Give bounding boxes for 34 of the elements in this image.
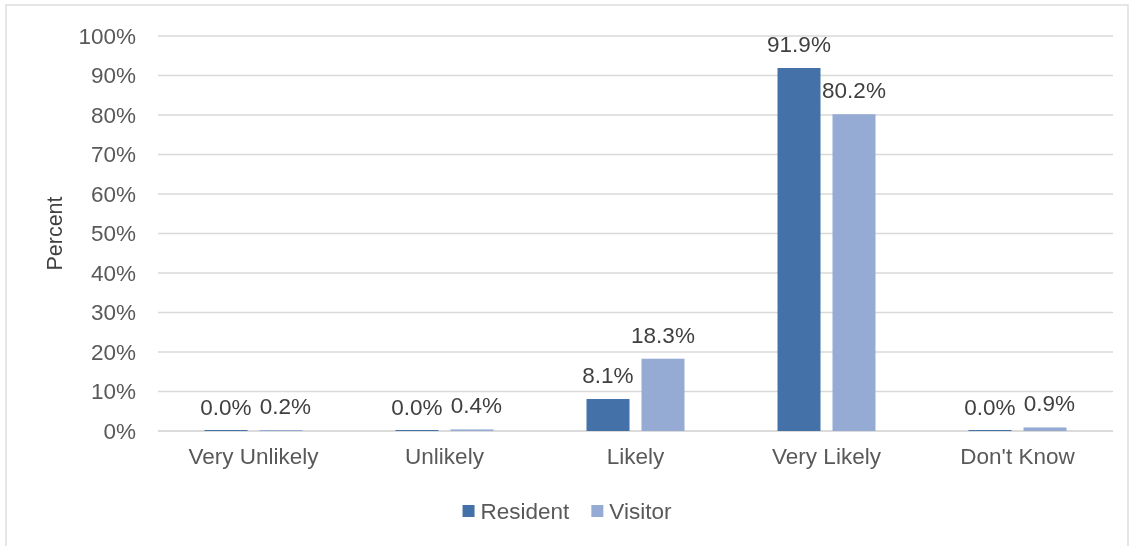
data-label: 0.0%: [964, 395, 1016, 420]
y-tick-label: 30%: [90, 300, 136, 326]
y-tick-label: 0%: [103, 418, 136, 444]
y-tick-label: 80%: [90, 102, 136, 128]
y-tick-label: 100%: [78, 23, 136, 49]
y-tick-label: 40%: [90, 260, 136, 286]
y-tick-label: 10%: [90, 379, 136, 405]
y-tick-label: 60%: [90, 181, 136, 207]
data-label: 0.0%: [391, 395, 443, 420]
x-tick-label: Unlikely: [405, 443, 485, 469]
legend-label: Visitor: [609, 499, 672, 524]
bar: [832, 114, 876, 431]
x-tick-label: Likely: [606, 443, 666, 469]
y-axis-title: Percent: [43, 196, 67, 271]
y-tick-label: 90%: [90, 63, 136, 89]
data-label: 8.1%: [582, 363, 634, 389]
y-tick-label: 70%: [90, 142, 136, 168]
x-tick-label: Very Likely: [772, 443, 882, 469]
data-label: 80.2%: [822, 78, 886, 104]
bar: [777, 68, 821, 431]
bar: [586, 399, 630, 431]
data-label: 0.0%: [200, 395, 252, 420]
y-tick-label: 50%: [90, 221, 136, 247]
y-tick-label: 20%: [90, 339, 136, 365]
data-label: 18.3%: [631, 322, 695, 348]
data-label: 0.9%: [1023, 391, 1075, 417]
data-label: 0.4%: [450, 393, 502, 419]
data-label: 0.2%: [259, 394, 311, 420]
data-label: 91.9%: [767, 31, 831, 57]
bar: [641, 358, 685, 431]
x-tick-label: Don't Know: [960, 443, 1076, 469]
bar: [1023, 427, 1067, 431]
legend-label: Resident: [480, 499, 571, 524]
x-tick-label: Very Unlikely: [188, 443, 320, 469]
